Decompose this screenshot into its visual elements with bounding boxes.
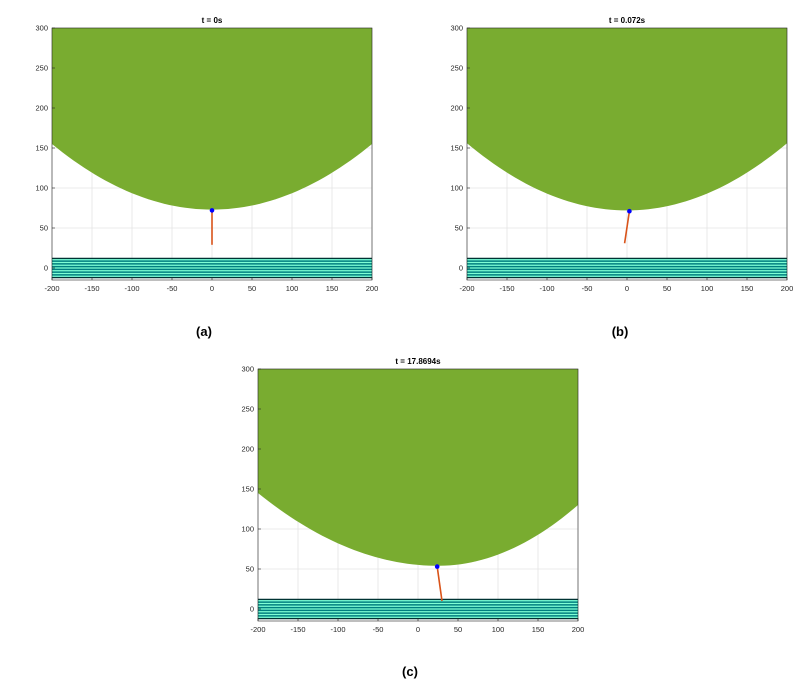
pendulum-pivot [627, 208, 632, 214]
x-tick-label: -50 [167, 284, 178, 293]
y-tick-label: 50 [455, 224, 463, 233]
y-tick-label: 150 [241, 485, 254, 494]
pendulum-rod [436, 566, 443, 602]
caption-a: (a) [196, 324, 212, 339]
x-tick-label: 50 [248, 284, 256, 293]
x-tick-label: 100 [701, 284, 714, 293]
pendulum-pivot [434, 564, 440, 569]
x-tick-label: 200 [781, 284, 794, 293]
y-tick-label: 200 [35, 104, 48, 113]
y-tick-label: 300 [450, 24, 463, 33]
caption-c: (c) [402, 664, 418, 679]
chart-a: t = 0s -200 -150 -100 -50 0 50 100 150 200 0 50 100 1… [35, 16, 379, 293]
pendulum-rod [623, 211, 631, 244]
chart-b: t = 0.072s -200 -150 -100 -50 0 50 100 150 200 0 50… [450, 16, 794, 293]
y-tick-label: 50 [40, 224, 48, 233]
x-tick-label: -200 [459, 284, 474, 293]
y-tick-label: 300 [35, 24, 48, 33]
x-tick-label: 100 [492, 625, 505, 634]
x-tick-label: -200 [44, 284, 59, 293]
chart-title: t = 0s [202, 16, 223, 25]
x-tick-label: -100 [124, 284, 139, 293]
y-tick-label: 200 [450, 104, 463, 113]
bowl-region [52, 28, 372, 210]
y-tick-label: 250 [241, 405, 254, 414]
y-tick-label: 0 [44, 264, 48, 273]
x-tick-label: -100 [539, 284, 554, 293]
x-tick-label: -200 [250, 625, 265, 634]
bowl-region [258, 369, 578, 566]
x-tick-label: -100 [330, 625, 345, 634]
x-tick-label: 50 [663, 284, 671, 293]
y-tick-label: 250 [35, 64, 48, 73]
chart-title: t = 17.8694s [395, 357, 441, 366]
x-tick-label: 200 [366, 284, 379, 293]
pendulum-pivot [209, 208, 215, 213]
x-tick-label: -150 [290, 625, 305, 634]
x-tick-label: 0 [416, 625, 420, 634]
y-tick-label: 50 [246, 565, 254, 574]
chart-title: t = 0.072s [609, 16, 646, 25]
y-tick-label: 200 [241, 445, 254, 454]
x-tick-label: 150 [741, 284, 754, 293]
x-tick-label: 50 [454, 625, 462, 634]
caption-b: (b) [611, 324, 629, 339]
x-tick-label: 150 [532, 625, 545, 634]
y-tick-label: 100 [35, 184, 48, 193]
y-tick-label: 100 [241, 525, 254, 534]
x-tick-label: 100 [286, 284, 299, 293]
x-tick-label: -50 [373, 625, 384, 634]
y-tick-label: 300 [241, 365, 254, 374]
x-tick-label: 0 [210, 284, 214, 293]
x-tick-label: 0 [625, 284, 629, 293]
y-tick-label: 150 [35, 144, 48, 153]
chart-c: t = 17.8694s -200 -150 -100 -50 0 50 100 150 200 0… [241, 357, 585, 634]
x-tick-label: -50 [582, 284, 593, 293]
y-tick-label: 0 [459, 264, 463, 273]
x-tick-label: -150 [84, 284, 99, 293]
x-tick-label: 200 [572, 625, 585, 634]
x-tick-label: -150 [499, 284, 514, 293]
x-tick-label: 150 [326, 284, 339, 293]
y-tick-label: 0 [250, 605, 254, 614]
y-tick-label: 250 [450, 64, 463, 73]
bowl-region [467, 28, 787, 211]
y-tick-label: 150 [450, 144, 463, 153]
y-tick-label: 100 [450, 184, 463, 193]
